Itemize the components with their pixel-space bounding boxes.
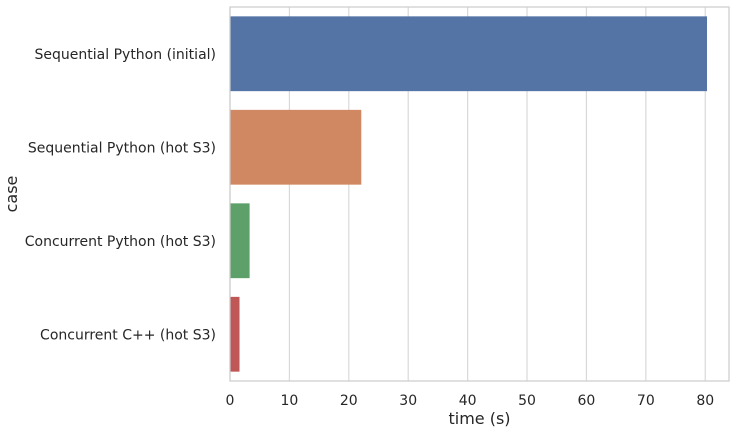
x-tick-label: 60 — [578, 393, 596, 409]
x-tick-label: 0 — [226, 393, 235, 409]
x-tick-label: 50 — [518, 393, 536, 409]
x-tick-label: 20 — [340, 393, 358, 409]
x-tick-label: 70 — [637, 393, 655, 409]
bar — [230, 203, 250, 279]
y-tick-labels: Sequential Python (initial) Sequential Py… — [25, 47, 216, 344]
x-tick-label: 10 — [280, 393, 298, 409]
bar — [230, 16, 708, 92]
bar — [230, 296, 240, 372]
y-tick-label: Concurrent C++ (hot S3) — [40, 327, 216, 343]
y-tick-label: Sequential Python (hot S3) — [28, 140, 216, 156]
y-tick-label: Concurrent Python (hot S3) — [25, 234, 216, 250]
y-tick-label: Sequential Python (initial) — [35, 47, 216, 63]
x-tick-label: 30 — [399, 393, 417, 409]
y-axis-label: case — [2, 176, 21, 213]
bar — [230, 109, 362, 185]
bars — [230, 16, 708, 372]
x-tick-labels: 0 10 20 30 40 50 60 70 80 — [226, 393, 715, 409]
x-tick-label: 40 — [459, 393, 477, 409]
plot-frame — [229, 6, 730, 382]
x-axis-label: time (s) — [448, 409, 510, 428]
x-tick-label: 80 — [696, 393, 714, 409]
